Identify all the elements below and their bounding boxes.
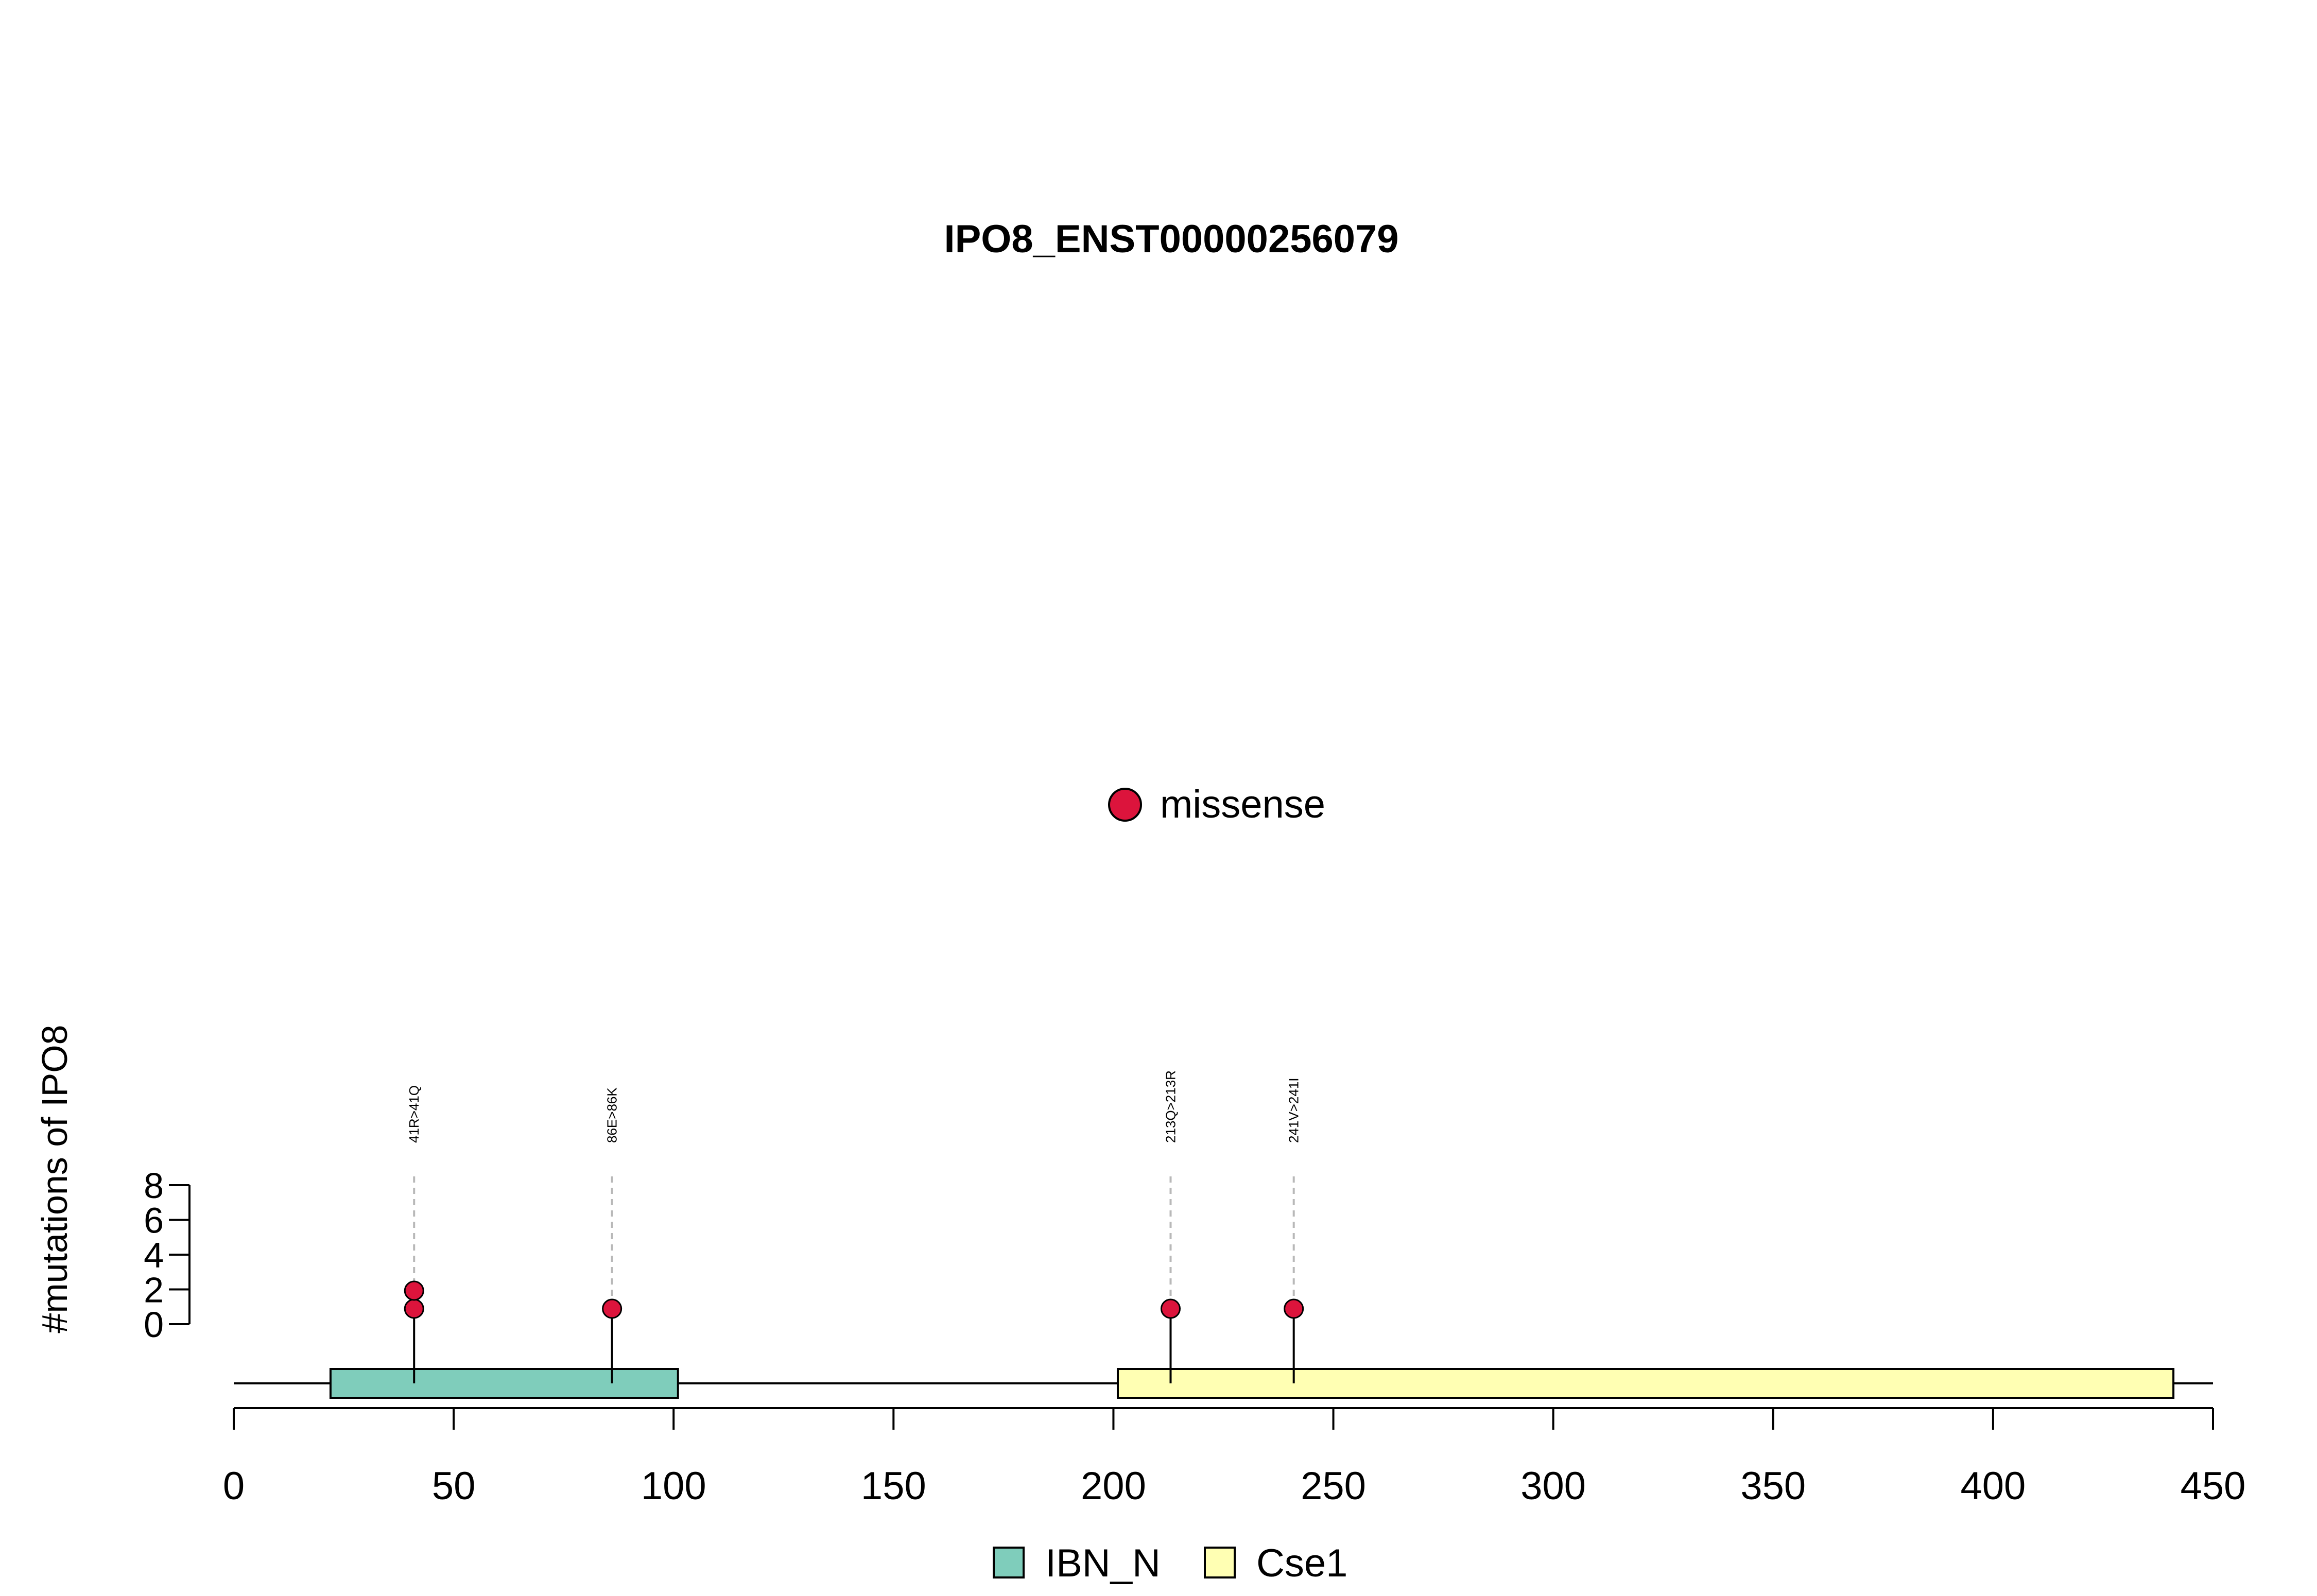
x-tick-label-250: 250 <box>1301 1464 1366 1508</box>
lollipops: 41R>41Q 86E>86K 213Q>213R 241V>241I <box>404 1070 1304 1383</box>
x-tick-label-0: 0 <box>223 1464 245 1508</box>
chart-title: IPO8_ENST00000256079 <box>944 217 1398 261</box>
y-tick-label-6: 6 <box>144 1201 164 1241</box>
legend-swatch-IBN_N <box>993 1547 1025 1578</box>
x-tick-label-350: 350 <box>1740 1464 1806 1508</box>
x-tick-label-50: 50 <box>432 1464 476 1508</box>
domain-IBN_N <box>329 1368 679 1399</box>
mutation-dot-41-2 <box>404 1280 424 1301</box>
y-axis-label: #mutations of IPO8 <box>34 1025 75 1333</box>
mutation-label-213: 213Q>213R <box>1163 1070 1178 1143</box>
mutation-label-41: 41R>41Q <box>406 1085 422 1143</box>
mutation-dot-213-1 <box>1160 1298 1181 1319</box>
x-axis: 0 50 100 150 200 250 300 350 400 450 <box>223 1407 2246 1508</box>
legend-label-IBN_N: IBN_N <box>1045 1541 1161 1585</box>
y-tick-label-2: 2 <box>144 1270 164 1310</box>
legend-swatch-Cse1 <box>1204 1547 1236 1578</box>
mutation-label-241: 241V>241I <box>1286 1078 1302 1143</box>
x-tick-label-400: 400 <box>1960 1464 2026 1508</box>
mutation-legend: missense <box>1108 783 1325 826</box>
y-tick-label-4: 4 <box>144 1235 164 1275</box>
legend-marker-missense <box>1108 788 1142 822</box>
mutation-dot-86-1 <box>602 1298 623 1319</box>
y-tick-label-8: 8 <box>144 1166 164 1206</box>
mutation-dot-241-1 <box>1284 1298 1304 1319</box>
mutation-dot-41-1 <box>404 1298 424 1319</box>
x-tick-label-450: 450 <box>2181 1464 2246 1508</box>
y-tick-label-0: 0 <box>144 1305 164 1345</box>
x-tick-label-150: 150 <box>861 1464 926 1508</box>
x-tick-label-100: 100 <box>641 1464 706 1508</box>
domain-legend: IBN_N Cse1 <box>993 1541 1347 1585</box>
mutation-label-86: 86E>86K <box>604 1087 620 1143</box>
protein-backbone <box>234 1368 2213 1399</box>
x-tick-label-300: 300 <box>1520 1464 1586 1508</box>
x-tick-label-200: 200 <box>1081 1464 1146 1508</box>
domain-Cse1 <box>1116 1368 2175 1399</box>
legend-label-missense: missense <box>1160 783 1325 826</box>
legend-label-Cse1: Cse1 <box>1256 1541 1347 1585</box>
